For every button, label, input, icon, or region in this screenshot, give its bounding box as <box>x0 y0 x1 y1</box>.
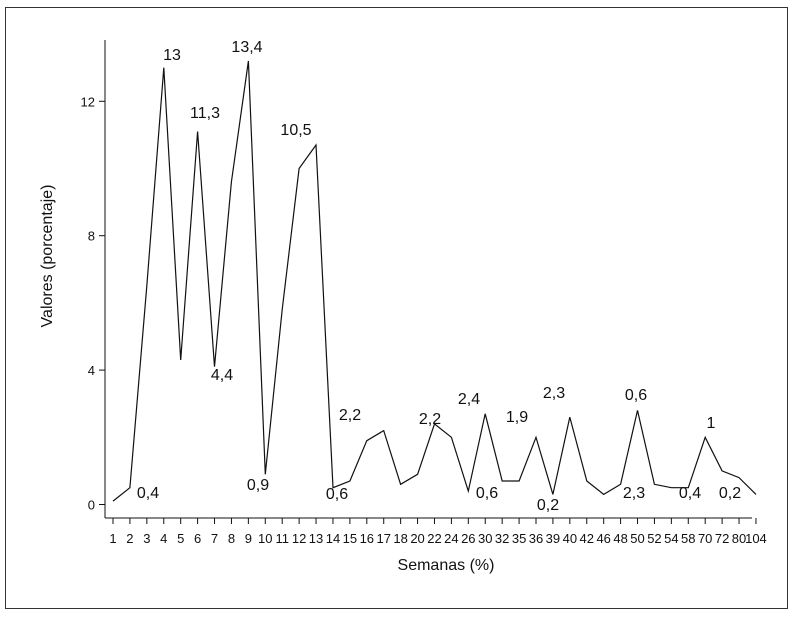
x-tick-label: 18 <box>393 531 407 546</box>
data-label: 0,6 <box>326 486 348 503</box>
data-label: 1 <box>707 415 716 432</box>
y-tick-label: 12 <box>81 94 95 109</box>
series-line <box>112 60 757 502</box>
x-tick-label: 9 <box>245 531 252 546</box>
x-tick-label: 42 <box>580 531 594 546</box>
x-tick-label: 54 <box>664 531 678 546</box>
x-tick-label: 52 <box>647 531 661 546</box>
y-tick-label: 4 <box>88 363 95 378</box>
data-label: 0,9 <box>247 477 269 494</box>
x-tick-label: 16 <box>360 531 374 546</box>
data-label: 0,6 <box>625 387 647 404</box>
x-tick-label: 72 <box>715 531 729 546</box>
x-tick-label: 20 <box>410 531 424 546</box>
chart-frame <box>5 7 788 609</box>
data-label: 2,2 <box>339 407 361 424</box>
data-label: 2,2 <box>419 411 441 428</box>
data-label: 13 <box>163 47 181 64</box>
data-label: 2,4 <box>458 391 480 408</box>
x-tick-label: 8 <box>228 531 235 546</box>
x-tick-label: 12 <box>292 531 306 546</box>
x-tick-label: 48 <box>613 531 627 546</box>
x-tick-label: 17 <box>376 531 390 546</box>
y-axis-title: Valores (porcentaje) <box>39 185 56 328</box>
data-label: 2,3 <box>543 385 565 402</box>
x-tick-label: 58 <box>681 531 695 546</box>
x-tick-label: 13 <box>309 531 323 546</box>
x-tick-label: 2 <box>126 531 133 546</box>
y-ticks: 0 4 8 12 <box>81 94 105 513</box>
x-tick-label: 22 <box>427 531 441 546</box>
x-tick-label: 26 <box>461 531 475 546</box>
x-tick-label: 3 <box>143 531 150 546</box>
x-tick-label: 5 <box>177 531 184 546</box>
data-label: 11,3 <box>190 105 220 122</box>
x-tick-label: 30 <box>478 531 492 546</box>
data-label: 0,2 <box>719 485 741 502</box>
x-tick-label: 14 <box>326 531 340 546</box>
data-label: 4,4 <box>211 367 233 384</box>
data-labels: 0,4 13 11,3 4,4 13,4 0,9 10,5 0,6 2,2 2,2 2,4 0,6 1,… <box>137 39 741 514</box>
x-tick-label: 80 <box>732 531 746 546</box>
x-tick-label: 1 <box>109 531 116 546</box>
data-label: 0,4 <box>137 485 159 502</box>
x-tick-label: 40 <box>563 531 577 546</box>
y-tick-label: 0 <box>88 498 95 513</box>
x-tick-label: 15 <box>343 531 357 546</box>
x-tick-label: 104 <box>745 531 767 546</box>
x-tick-label: 4 <box>160 531 167 546</box>
x-tick-label: 46 <box>596 531 610 546</box>
x-axis-title: Semanas (%) <box>398 557 495 574</box>
data-label: 2,3 <box>623 485 645 502</box>
x-tick-label: 7 <box>211 531 218 546</box>
x-tick-label: 6 <box>194 531 201 546</box>
x-tick-label: 11 <box>275 531 289 546</box>
data-label: 13,4 <box>231 39 262 56</box>
y-tick-label: 8 <box>88 229 95 244</box>
x-tick-label: 24 <box>444 531 458 546</box>
x-tick-label: 32 <box>495 531 509 546</box>
axes <box>104 40 752 519</box>
data-label: 10,5 <box>280 122 311 139</box>
x-tick-label: 39 <box>546 531 560 546</box>
x-ticks: 1 2 3 4 5 6 7 8 9 10 11 12 13 14 15 16 17 18 20 22 24 26 30 32 3… <box>109 518 767 546</box>
x-tick-label: 10 <box>258 531 272 546</box>
x-tick-label: 36 <box>529 531 543 546</box>
data-label: 1,9 <box>506 409 528 426</box>
x-tick-label: 50 <box>630 531 644 546</box>
x-tick-label: 35 <box>512 531 526 546</box>
data-label: 0,6 <box>476 485 498 502</box>
x-tick-label: 70 <box>698 531 712 546</box>
data-label: 0,4 <box>679 485 701 502</box>
data-label: 0,2 <box>537 497 559 514</box>
